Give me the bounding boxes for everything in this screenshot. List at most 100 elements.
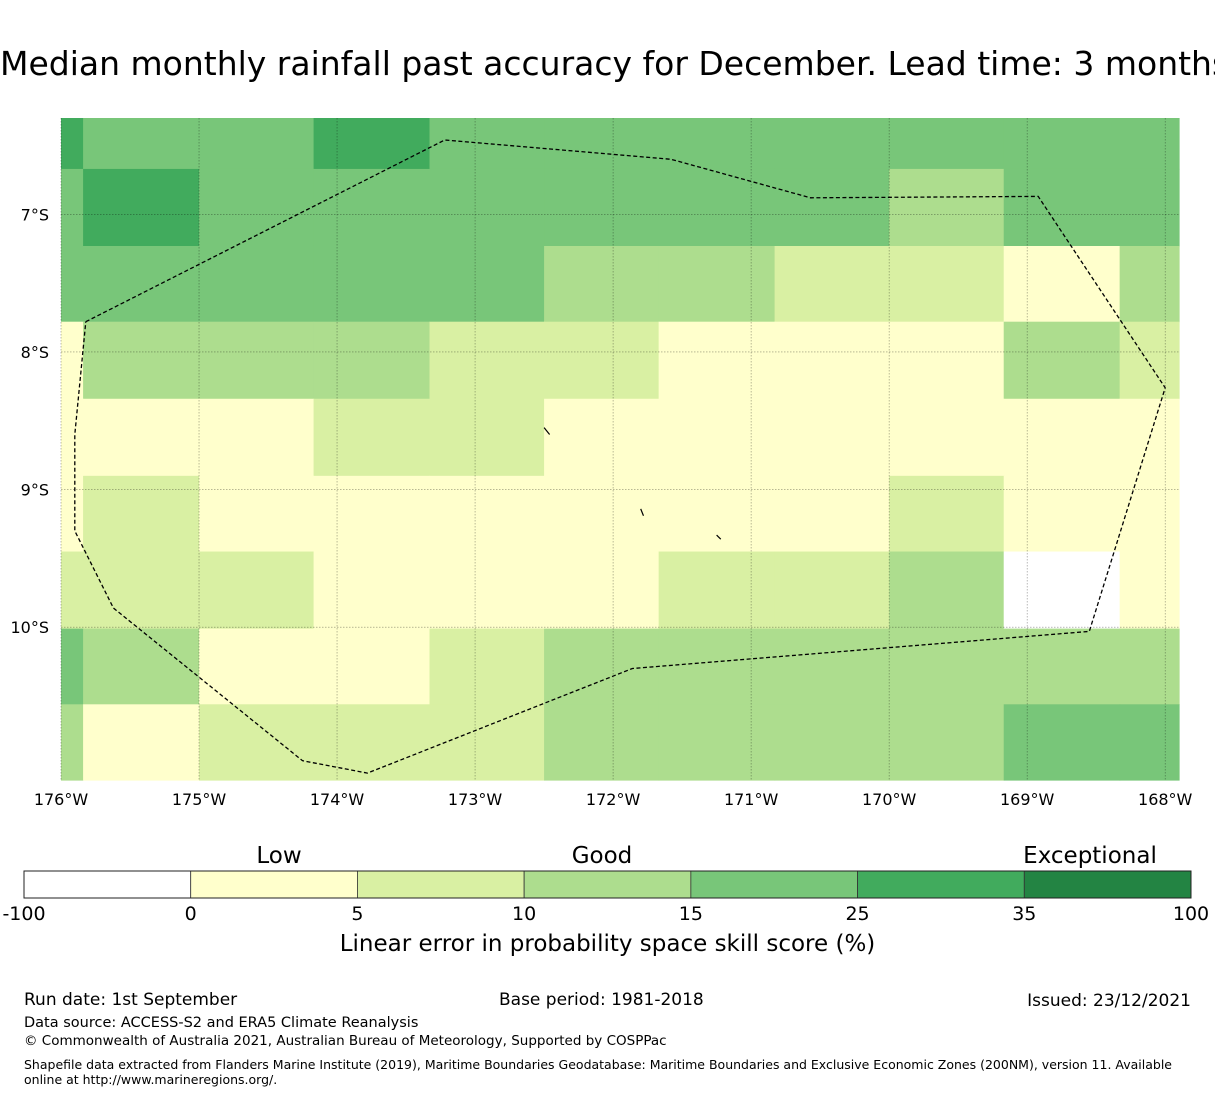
grid-cell (1119, 118, 1180, 170)
grid-cell (313, 245, 431, 323)
grid-cell (658, 704, 776, 781)
grid-cells (61, 118, 1180, 781)
grid-cell (774, 628, 890, 705)
lon-tick-label: 168°W (1138, 790, 1193, 809)
grid-cell (544, 551, 660, 630)
grid-cell (658, 245, 776, 323)
colorbar-label: Linear error in probability space skill … (339, 931, 876, 957)
grid-cell (658, 551, 776, 630)
grid-cell (61, 118, 84, 170)
grid-cell (83, 168, 200, 247)
colorbar-swatch (690, 870, 858, 899)
grid-cell (83, 118, 200, 170)
colorbar-tick-label: 25 (845, 903, 869, 925)
grid-cell (199, 551, 315, 630)
grid-cell (774, 398, 890, 477)
grid-cell (889, 475, 1005, 553)
grid-cell (544, 628, 660, 705)
data-source: Data source: ACCESS-S2 and ERA5 Climate … (24, 1015, 419, 1031)
grid-cell (544, 398, 660, 477)
island-outline (543, 427, 551, 435)
copyright: © Commonwealth of Australia 2021, Austra… (24, 1033, 667, 1049)
grid-cell (1119, 168, 1180, 247)
grid-cell (313, 321, 431, 400)
grid-cell (199, 475, 315, 553)
grid-cell (83, 704, 200, 781)
lon-tick-label: 171°W (724, 790, 779, 809)
grid-cell (658, 475, 776, 553)
grid-cell (313, 551, 431, 630)
colorbar-swatch (1023, 870, 1192, 899)
grid-cell (774, 321, 890, 400)
colorbar-tick-label: 100 (1173, 903, 1209, 925)
grid-cell (429, 551, 545, 630)
colorbar-tick-label: 0 (185, 903, 197, 925)
grid-cell (1003, 168, 1121, 247)
grid-cell (544, 321, 660, 400)
grid-cell (429, 398, 545, 477)
grid-cell (199, 118, 315, 170)
grid-cell (658, 118, 776, 170)
grid-cell (889, 245, 1005, 323)
grid-cell (61, 245, 84, 323)
lat-tick-label: 7°S (21, 205, 49, 224)
colorbar-tick-label: 10 (512, 903, 536, 925)
grid-cell (1003, 321, 1121, 400)
grid-cell (1003, 118, 1121, 170)
grid-cell (1003, 551, 1121, 630)
colorbar-swatch (357, 870, 525, 899)
colorbar-swatch (857, 870, 1025, 899)
grid-cell (61, 321, 84, 400)
grid-cell (889, 168, 1005, 247)
grid-cell (61, 628, 84, 705)
grid-cell (429, 628, 545, 705)
grid-cell (889, 551, 1005, 630)
grid-cell (199, 398, 315, 477)
graticule (60, 118, 1179, 780)
grid-cell (83, 551, 200, 630)
colorbar-tick-label: -100 (2, 903, 45, 925)
lon-tick-label: 176°W (34, 790, 89, 809)
latitude-tick-labels: 7°S 8°S 9°S 10°S (10, 205, 49, 637)
island-outline (640, 508, 645, 516)
grid-cell (313, 168, 431, 247)
grid-cell (61, 398, 84, 477)
lon-tick-label: 174°W (310, 790, 365, 809)
grid-cell (774, 245, 890, 323)
grid-cell (199, 168, 315, 247)
grid-cell (429, 168, 545, 247)
island-outline (716, 534, 722, 540)
colorbar-swatch (190, 870, 358, 899)
lat-tick-label: 9°S (21, 481, 49, 500)
grid-cell (199, 245, 315, 323)
grid-cell (1119, 628, 1180, 705)
grid-cell (313, 398, 431, 477)
colorbar-tick-label: 15 (679, 903, 703, 925)
colorbar-swatch (23, 870, 192, 899)
grid-cell (313, 628, 431, 705)
colorbar (23, 870, 1192, 899)
colorbar-category-exceptional: Exceptional (1023, 843, 1157, 869)
colorbar-category-low: Low (256, 843, 302, 869)
grid-cell (313, 475, 431, 553)
grid-cell (429, 704, 545, 781)
grid-cell (1003, 475, 1121, 553)
lon-tick-label: 170°W (862, 790, 917, 809)
issued-date: Issued: 23/12/2021 (1027, 991, 1191, 1011)
map-title: Median monthly rainfall past accuracy fo… (0, 44, 1215, 83)
lat-tick-label: 8°S (21, 343, 49, 362)
grid-cell (1119, 321, 1180, 400)
grid-cell (774, 168, 890, 247)
grid-cell (544, 475, 660, 553)
grid-cell (61, 704, 84, 781)
grid-cell (429, 321, 545, 400)
grid-cell (544, 245, 660, 323)
grid-cell (889, 704, 1005, 781)
grid-cell (199, 628, 315, 705)
grid-cell (1003, 245, 1121, 323)
shapefile-credit: Shapefile data extracted from Flanders M… (24, 1057, 1172, 1087)
grid-cell (1119, 704, 1180, 781)
colorbar-tick-label: 5 (351, 903, 363, 925)
grid-cell (313, 704, 431, 781)
colorbar-frame (23, 870, 1192, 899)
